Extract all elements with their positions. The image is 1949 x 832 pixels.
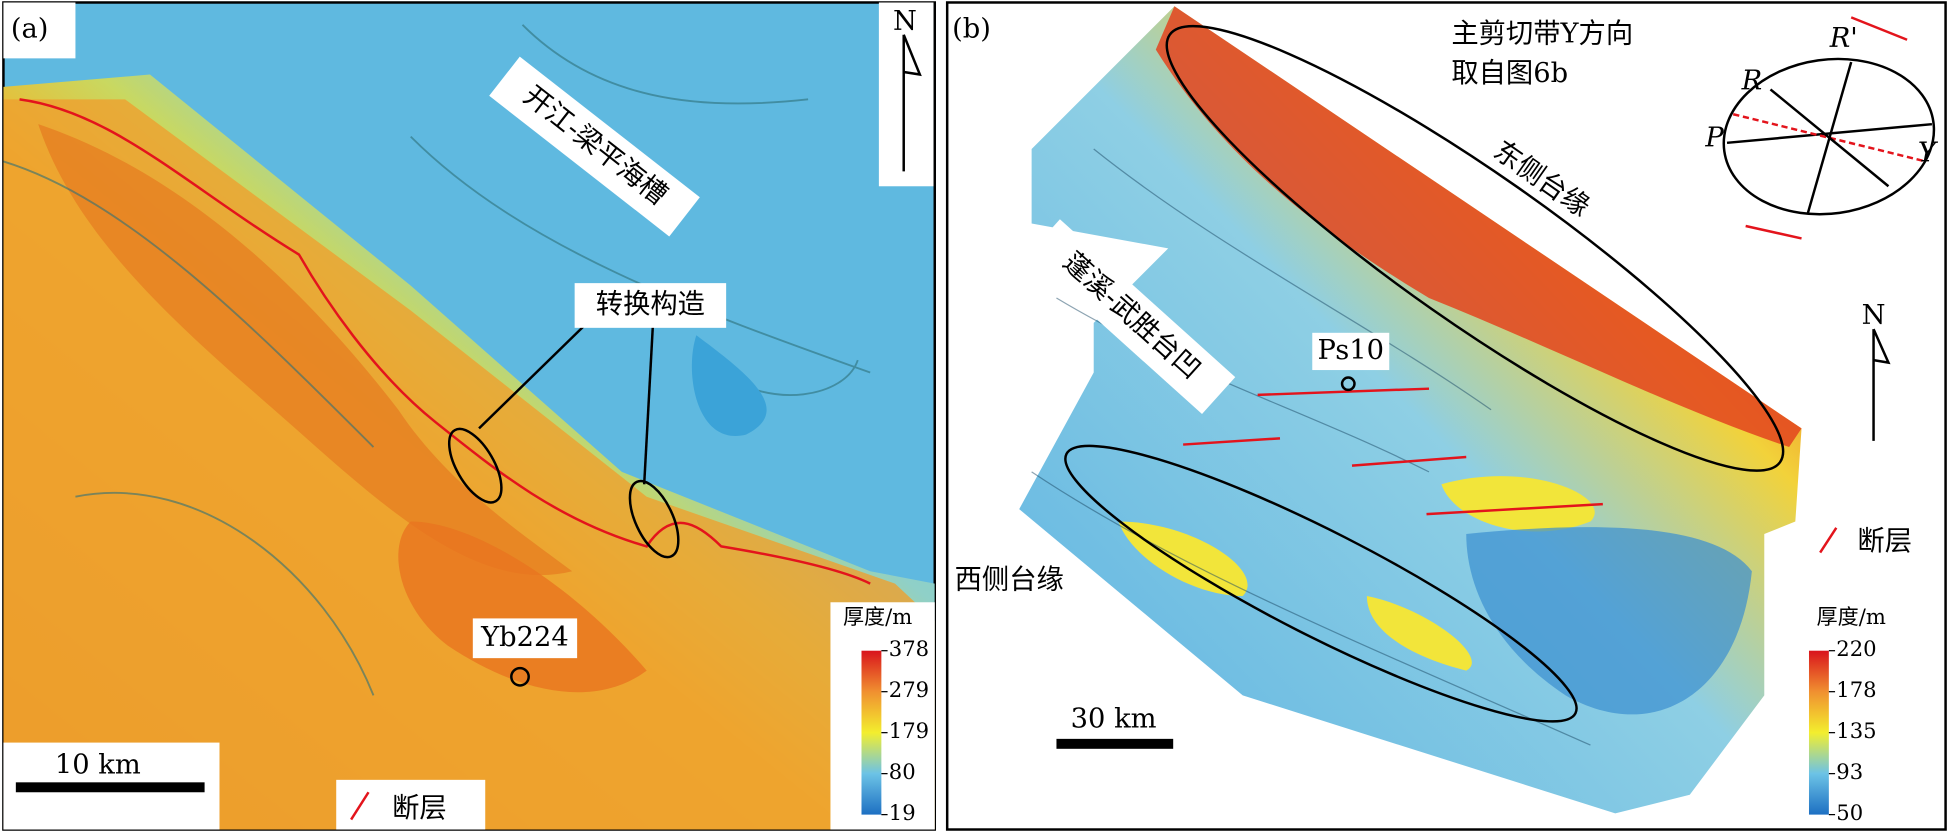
fault-line	[1351, 455, 1467, 467]
map-a	[3, 24, 935, 830]
shear-label: P	[1704, 123, 1724, 154]
scale-label: 10 km	[55, 750, 141, 781]
note-line: 主剪切带Y方向	[1451, 18, 1633, 49]
high-zone	[398, 521, 647, 693]
colorbar-tick-label: 93	[1836, 759, 1863, 784]
ellipse	[447, 427, 503, 504]
high-zone	[38, 124, 573, 576]
label-box	[472, 618, 578, 659]
north-label: N	[893, 6, 917, 37]
colorbar-tick-label: 50	[1836, 800, 1863, 825]
contour	[3, 24, 871, 696]
transfer-label: 转换构造	[596, 289, 705, 320]
scale-bar	[1056, 738, 1174, 749]
ellipse	[1165, 24, 1785, 472]
label-box	[1026, 219, 1236, 415]
shear-line	[1806, 61, 1853, 214]
yellow-zone	[1118, 476, 1595, 671]
colorbar-tick-label: 279	[889, 677, 929, 702]
fault-symbol	[350, 791, 370, 821]
colorbar-ticks: 378 279 179 80 19	[881, 636, 929, 825]
panel-label: (a)	[11, 13, 49, 44]
leader	[478, 324, 586, 430]
colorbar-ticks: 220 178 135 93 50	[1828, 636, 1877, 825]
strain-ellipse	[1722, 57, 1936, 216]
low-zone	[1466, 527, 1752, 715]
colorbar	[1808, 650, 1829, 815]
label-box	[3, 2, 76, 59]
label-box	[489, 56, 700, 237]
shear-label: R	[1741, 65, 1763, 96]
panel-a: (a) 开江-梁平海槽 转换构造 Yb224 N 10 km 断层 厚度/m 3…	[2, 1, 937, 831]
colorbar-tick-label: 19	[889, 800, 916, 825]
colorbar-tick-label: 220	[1836, 636, 1876, 661]
shear-label: Y	[1918, 137, 1939, 168]
fault-symbol	[1819, 527, 1838, 554]
fault-line	[1426, 502, 1603, 516]
label-box	[574, 283, 727, 328]
y-direction	[1732, 113, 1927, 163]
fault-line	[1257, 387, 1430, 397]
west-margin-label: 西侧台缘	[955, 565, 1064, 596]
colorbar	[861, 650, 882, 815]
fault-legend: 断层	[392, 793, 447, 824]
shear-diagram: R' R P Y	[1704, 16, 1939, 240]
low-zone	[691, 335, 767, 437]
colorbar-tick-label: 135	[1836, 718, 1876, 743]
fault-line	[19, 98, 871, 585]
leader	[642, 325, 655, 485]
north-box	[878, 2, 934, 187]
colorbar-tick-label: 179	[889, 718, 929, 743]
well-label: Yb224	[480, 622, 569, 653]
fault-legend: 断层	[1857, 526, 1912, 557]
panel-label: (b)	[952, 13, 991, 44]
north-label: N	[1862, 300, 1886, 331]
scale-bar	[15, 782, 205, 793]
well-marker	[510, 666, 530, 687]
colorbar-tick-label: 80	[889, 759, 916, 784]
fault-line	[1183, 437, 1281, 446]
ellipse	[628, 479, 680, 559]
colorbar-tick-label: 378	[889, 636, 929, 661]
note-line: 取自图6b	[1451, 58, 1568, 89]
colorbar-tick-label: 178	[1836, 677, 1876, 702]
colorbar-title: 厚度/m	[843, 604, 912, 629]
colorbar-title: 厚度/m	[1817, 604, 1886, 629]
high-zone	[1155, 6, 1802, 448]
shear-arrow	[1850, 16, 1908, 41]
north-arrow	[902, 34, 922, 172]
shear-arrow	[1745, 224, 1802, 240]
colorbar-box	[830, 602, 935, 830]
well-marker	[1340, 376, 1356, 392]
ellipse	[1064, 444, 1578, 723]
panel-b: (b) 主剪切带Y方向 取自图6b 东侧台缘 蓬溪-武胜台凹 Ps10 西侧台缘…	[945, 1, 1947, 831]
north-arrow	[1872, 328, 1891, 441]
shear-label: R'	[1829, 23, 1858, 54]
scale-label: 30 km	[1071, 704, 1157, 735]
well-label: Ps10	[1318, 335, 1384, 366]
label-box	[1312, 332, 1390, 371]
